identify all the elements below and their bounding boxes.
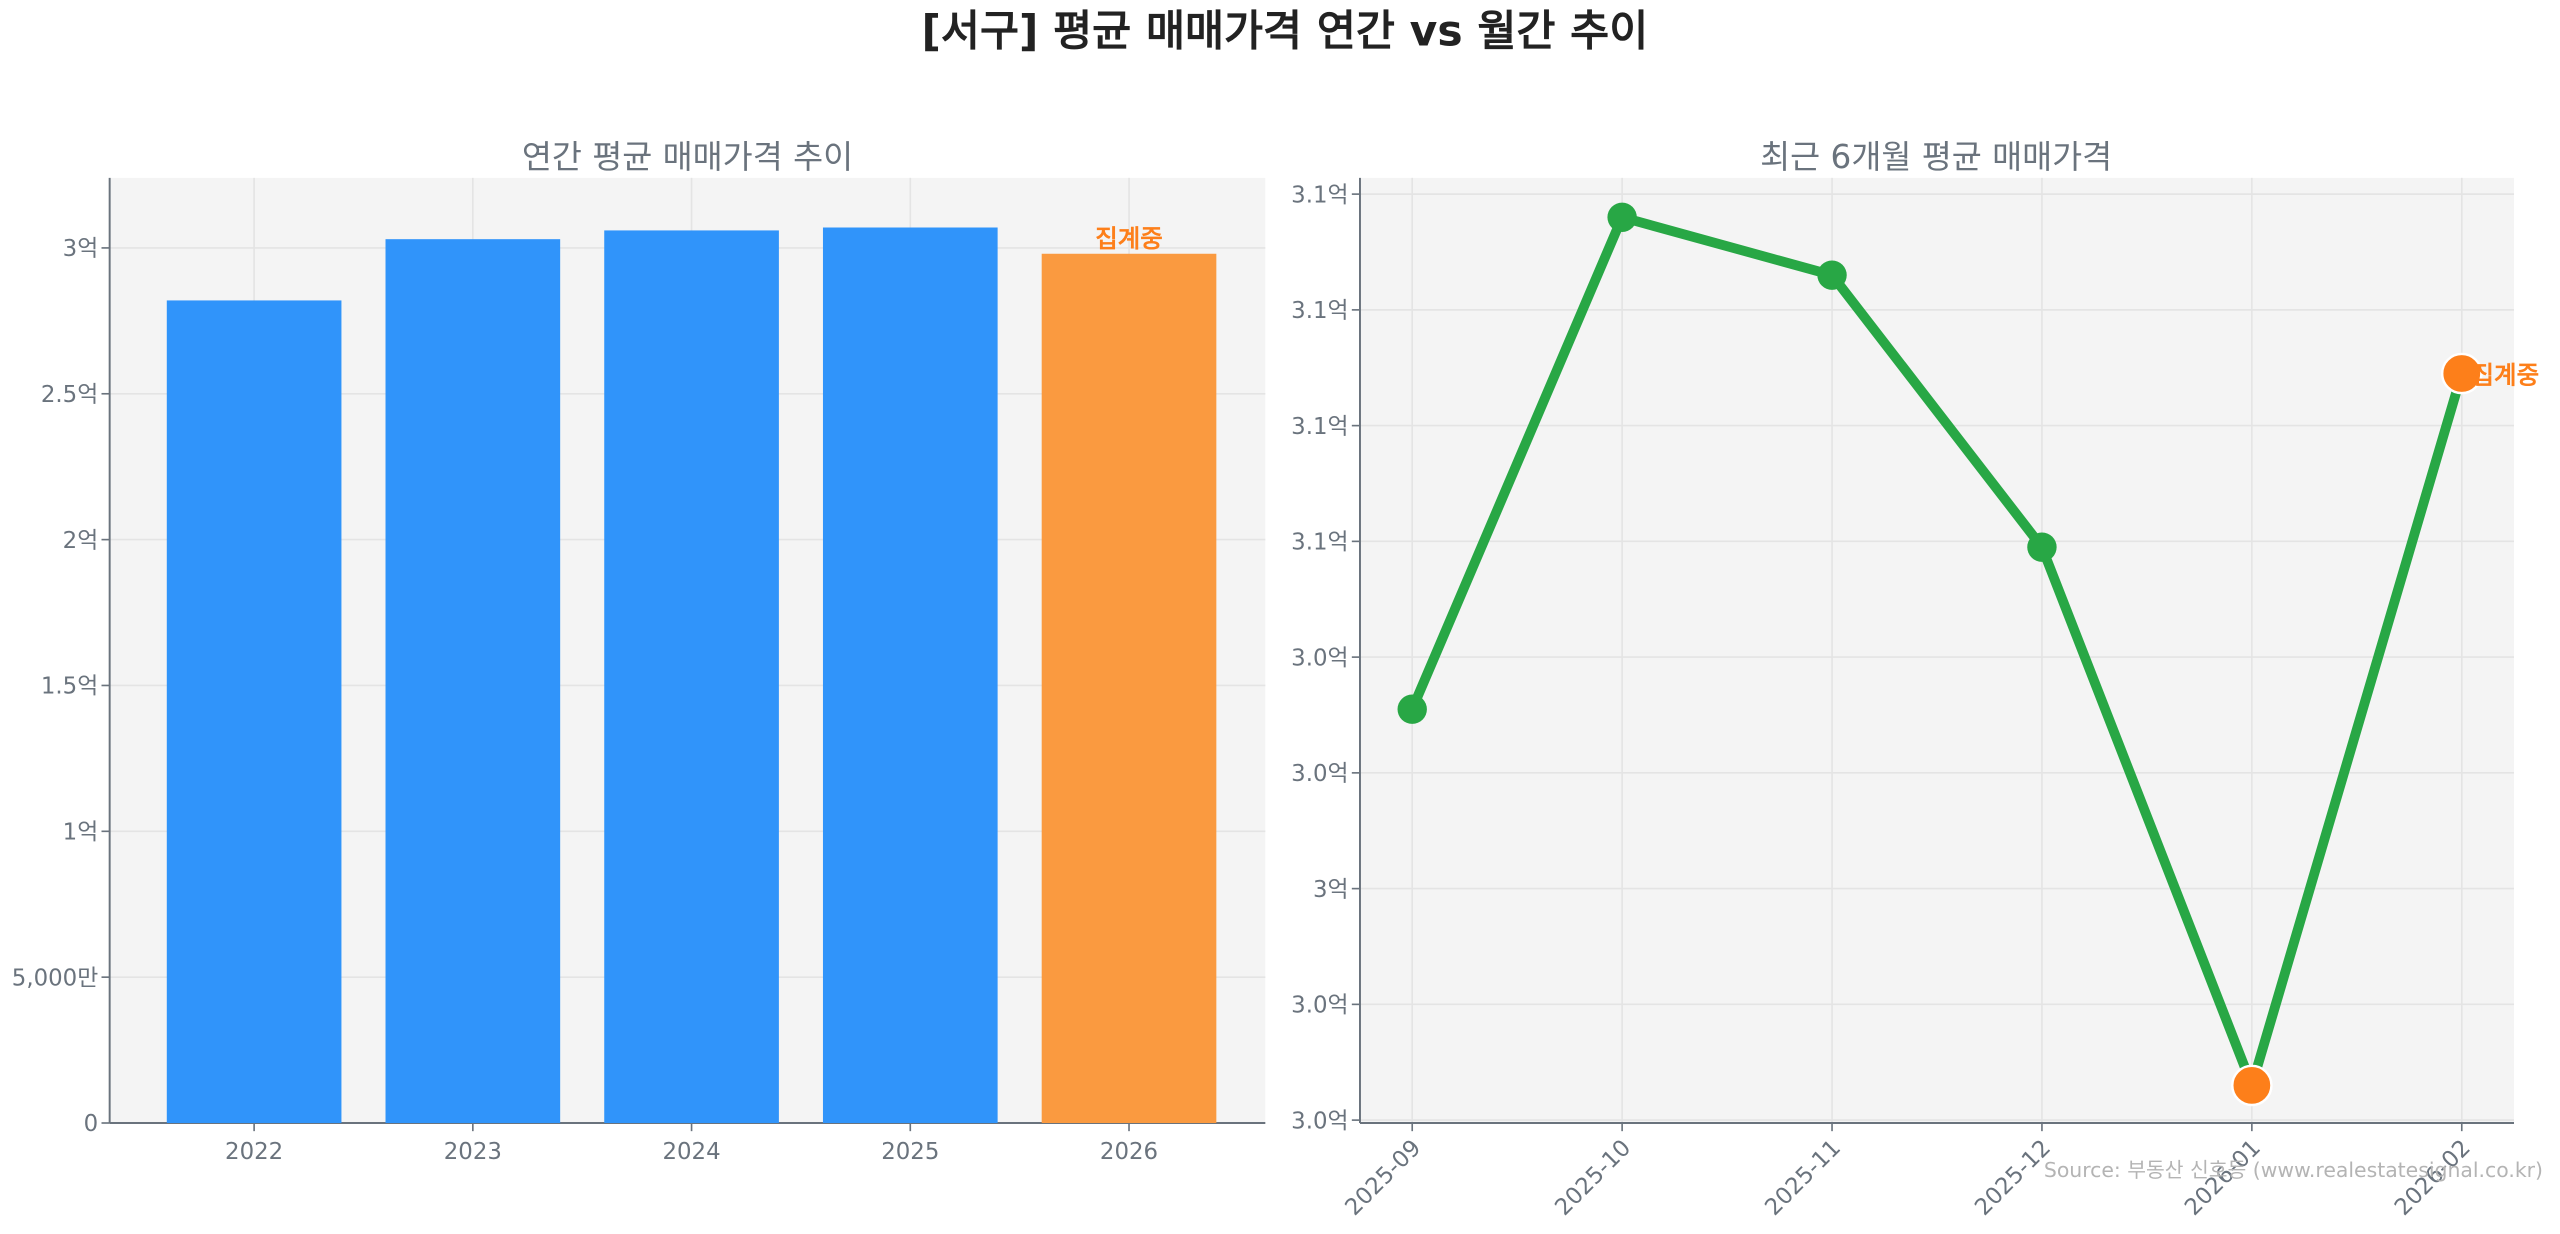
monthly-point-2026-02 bbox=[2440, 352, 2483, 395]
monthly-ytick-label: 3.1억 bbox=[1291, 414, 1348, 440]
annual-bar-2025 bbox=[822, 227, 998, 1124]
monthly-chart-title: 최근 6개월 평균 매매가격 bbox=[1760, 138, 2112, 176]
monthly-ytick-label: 3.0억 bbox=[1291, 1108, 1348, 1134]
annual-xtick-label: 2023 bbox=[444, 1139, 502, 1165]
monthly-ytick-label: 3.0억 bbox=[1291, 761, 1348, 787]
monthly-ytick-label: 3.0억 bbox=[1291, 993, 1348, 1019]
annual-xtick-label: 2022 bbox=[225, 1139, 283, 1165]
annual-xtick-label: 2024 bbox=[662, 1139, 720, 1165]
monthly-ytick-label: 3억 bbox=[1313, 877, 1349, 903]
monthly-series-line bbox=[1407, 212, 2467, 1091]
monthly-point-2026-01 bbox=[2231, 1064, 2273, 1107]
monthly-point-2025-12 bbox=[2027, 532, 2057, 562]
annual-xtick-label: 2025 bbox=[881, 1139, 939, 1165]
monthly-point-2025-11 bbox=[1817, 260, 1847, 290]
annual-bar-chart: 연간 평균 매매가격 추이 0 5,000만 1억 1.5억 2억 2.5억 3억 2022 2… bbox=[12, 138, 1266, 1165]
monthly-plot-area bbox=[1359, 177, 2514, 1124]
monthly-line-chart: 최근 6개월 평균 매매가격 3.0억 3.0억 3억 3.0억 3.0억 3.1억 3.1… bbox=[1291, 138, 2539, 1221]
annual-ytick-label: 2.5억 bbox=[41, 382, 98, 408]
source-note: Source: 부동산 신호등 (www.realestatesignal.co… bbox=[2044, 1158, 2543, 1182]
monthly-ytick-label: 3.0억 bbox=[1291, 645, 1348, 671]
monthly-ytick-label: 3.1억 bbox=[1291, 182, 1348, 208]
partial-label: 집계중 bbox=[1095, 224, 1163, 253]
monthly-xtick-label: 2025-10 bbox=[1550, 1135, 1636, 1221]
monthly-ytick-label: 3.1억 bbox=[1291, 298, 1348, 324]
monthly-point-2025-09 bbox=[1397, 694, 1427, 724]
monthly-point-2025-10 bbox=[1607, 202, 1637, 232]
monthly-ytick-label: 3.1억 bbox=[1291, 530, 1348, 556]
annual-ytick-label: 2억 bbox=[63, 528, 99, 554]
annual-ytick-label: 1.5억 bbox=[41, 674, 98, 700]
annual-ytick-label: 1억 bbox=[63, 819, 99, 845]
figure-title: [서구] 평균 매매가격 연간 vs 월간 추이 bbox=[922, 8, 1649, 57]
partial-label: 집계중 bbox=[2472, 360, 2540, 389]
annual-ytick-label: 3억 bbox=[63, 236, 99, 262]
annual-ytick-label: 0 bbox=[84, 1111, 99, 1137]
annual-bar-2023 bbox=[385, 239, 561, 1124]
monthly-xtick-label: 2025-11 bbox=[1760, 1135, 1846, 1221]
annual-bar-2022 bbox=[166, 300, 342, 1124]
annual-xtick-label: 2026 bbox=[1100, 1139, 1158, 1165]
annual-ytick-label: 5,000만 bbox=[12, 965, 98, 991]
annual-bar-2024 bbox=[604, 230, 779, 1124]
annual-bar-2026 bbox=[1041, 253, 1217, 1124]
monthly-xtick-label: 2025-09 bbox=[1340, 1135, 1426, 1221]
annual-chart-title: 연간 평균 매매가격 추이 bbox=[522, 138, 853, 176]
